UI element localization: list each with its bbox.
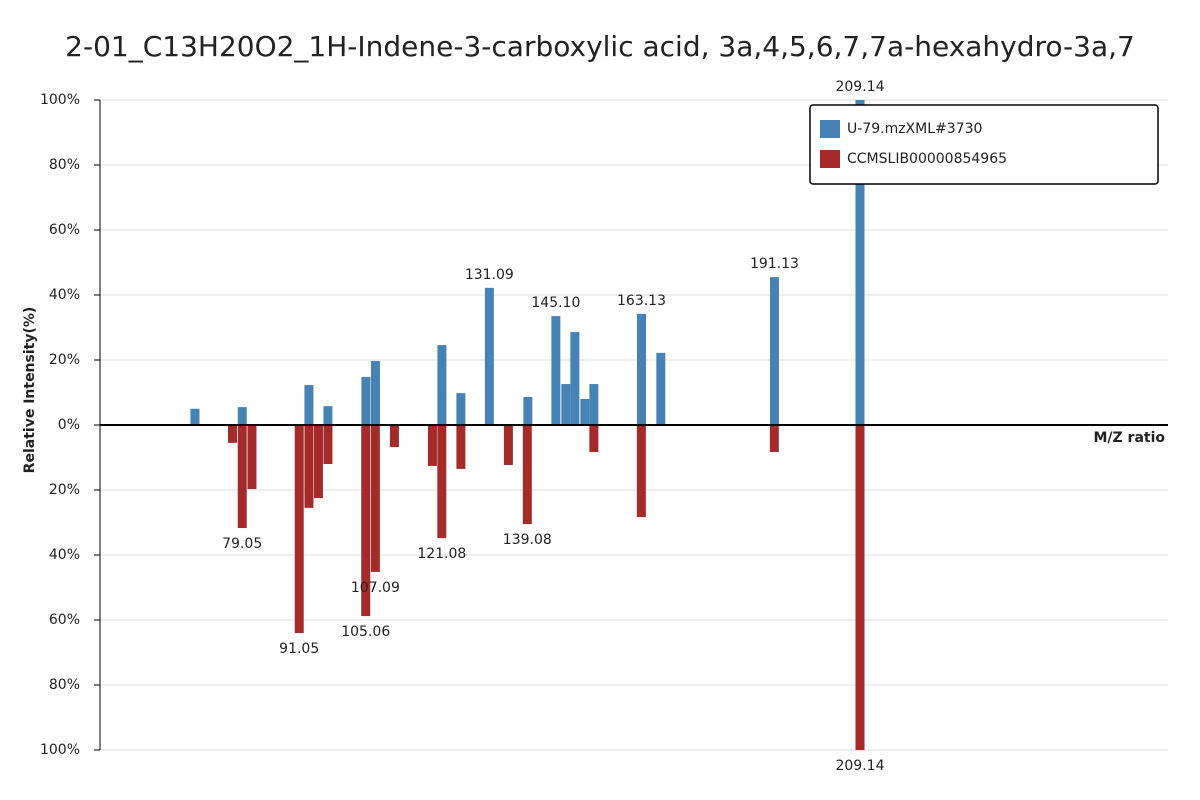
legend: U-79.mzXML#3730 CCMSLIB00000854965 xyxy=(809,104,1159,185)
y-tick-label: 80% xyxy=(49,677,80,693)
peak-bar xyxy=(456,393,466,425)
peak-bar xyxy=(523,397,533,425)
peak-bar xyxy=(370,425,380,572)
peak-bar xyxy=(294,425,304,633)
peak-label: 145.10 xyxy=(531,295,580,311)
peak-bar xyxy=(313,425,323,499)
peak-bar xyxy=(503,425,513,465)
peak-bar xyxy=(389,425,399,448)
peak-bar xyxy=(237,407,247,425)
y-tick-label: 20% xyxy=(49,482,80,498)
peak-label: 131.09 xyxy=(465,267,514,283)
peak-bar xyxy=(190,408,200,425)
peak-label: 163.13 xyxy=(617,293,666,309)
peak-label: 105.06 xyxy=(341,624,390,640)
y-tick-label: 0% xyxy=(58,417,80,433)
y-tick-label: 80% xyxy=(49,157,80,173)
peak-bar xyxy=(237,425,247,529)
peak-bar xyxy=(855,100,865,425)
peak-bar xyxy=(551,316,561,425)
peak-bar xyxy=(427,425,437,466)
peak-bar xyxy=(769,277,779,425)
peak-bar xyxy=(437,345,447,425)
y-axis-label: Relative Intensity(%) xyxy=(22,307,38,474)
y-tick-label: 40% xyxy=(49,547,80,563)
y-tick-label: 100% xyxy=(40,742,80,758)
chart-title: 2-01_C13H20O2_1H-Indene-3-carboxylic aci… xyxy=(65,30,1135,63)
peak-bar xyxy=(636,425,646,517)
legend-swatch xyxy=(820,120,840,138)
peak-bar xyxy=(456,425,466,469)
peak-bar xyxy=(855,425,865,750)
legend-label: U-79.mzXML#3730 xyxy=(847,121,982,137)
peak-bar xyxy=(361,425,371,617)
legend-swatch xyxy=(820,150,840,168)
peak-bar xyxy=(589,425,599,452)
y-tick-label: 20% xyxy=(49,352,80,368)
peak-bar xyxy=(323,406,333,425)
peak-label: 121.08 xyxy=(417,546,466,562)
peak-bar xyxy=(580,399,590,425)
peak-bar xyxy=(656,352,666,425)
peak-label: 107.09 xyxy=(351,580,400,596)
peak-bar xyxy=(361,376,371,425)
peak-bar xyxy=(437,425,447,539)
y-tick-label: 60% xyxy=(49,222,80,238)
peak-bar xyxy=(637,313,647,425)
legend-box xyxy=(809,104,1159,185)
legend-label: CCMSLIB00000854965 xyxy=(847,151,1007,167)
peak-bar xyxy=(769,425,779,452)
peak-label: 91.05 xyxy=(279,641,319,657)
peak-bar xyxy=(570,332,580,425)
peak-label: 79.05 xyxy=(222,536,262,552)
peak-bar xyxy=(370,360,380,425)
peak-label: 139.08 xyxy=(503,532,552,548)
peak-bar xyxy=(247,425,257,490)
peak-bar xyxy=(304,385,314,425)
x-axis-label: M/Z ratio xyxy=(1093,430,1165,446)
peak-bar xyxy=(227,425,237,443)
peak-bar xyxy=(484,287,494,425)
y-tick-label: 60% xyxy=(49,612,80,628)
peak-bar xyxy=(589,384,599,425)
y-tick-label: 100% xyxy=(40,92,80,108)
peak-bar xyxy=(522,425,532,525)
peak-bar xyxy=(323,425,333,464)
y-tick-label: 40% xyxy=(49,287,80,303)
peak-bar xyxy=(561,384,571,425)
peak-bar xyxy=(304,425,314,508)
peak-label: 191.13 xyxy=(750,256,799,272)
peak-label: 209.14 xyxy=(835,79,884,95)
peak-label: 209.14 xyxy=(835,758,884,774)
